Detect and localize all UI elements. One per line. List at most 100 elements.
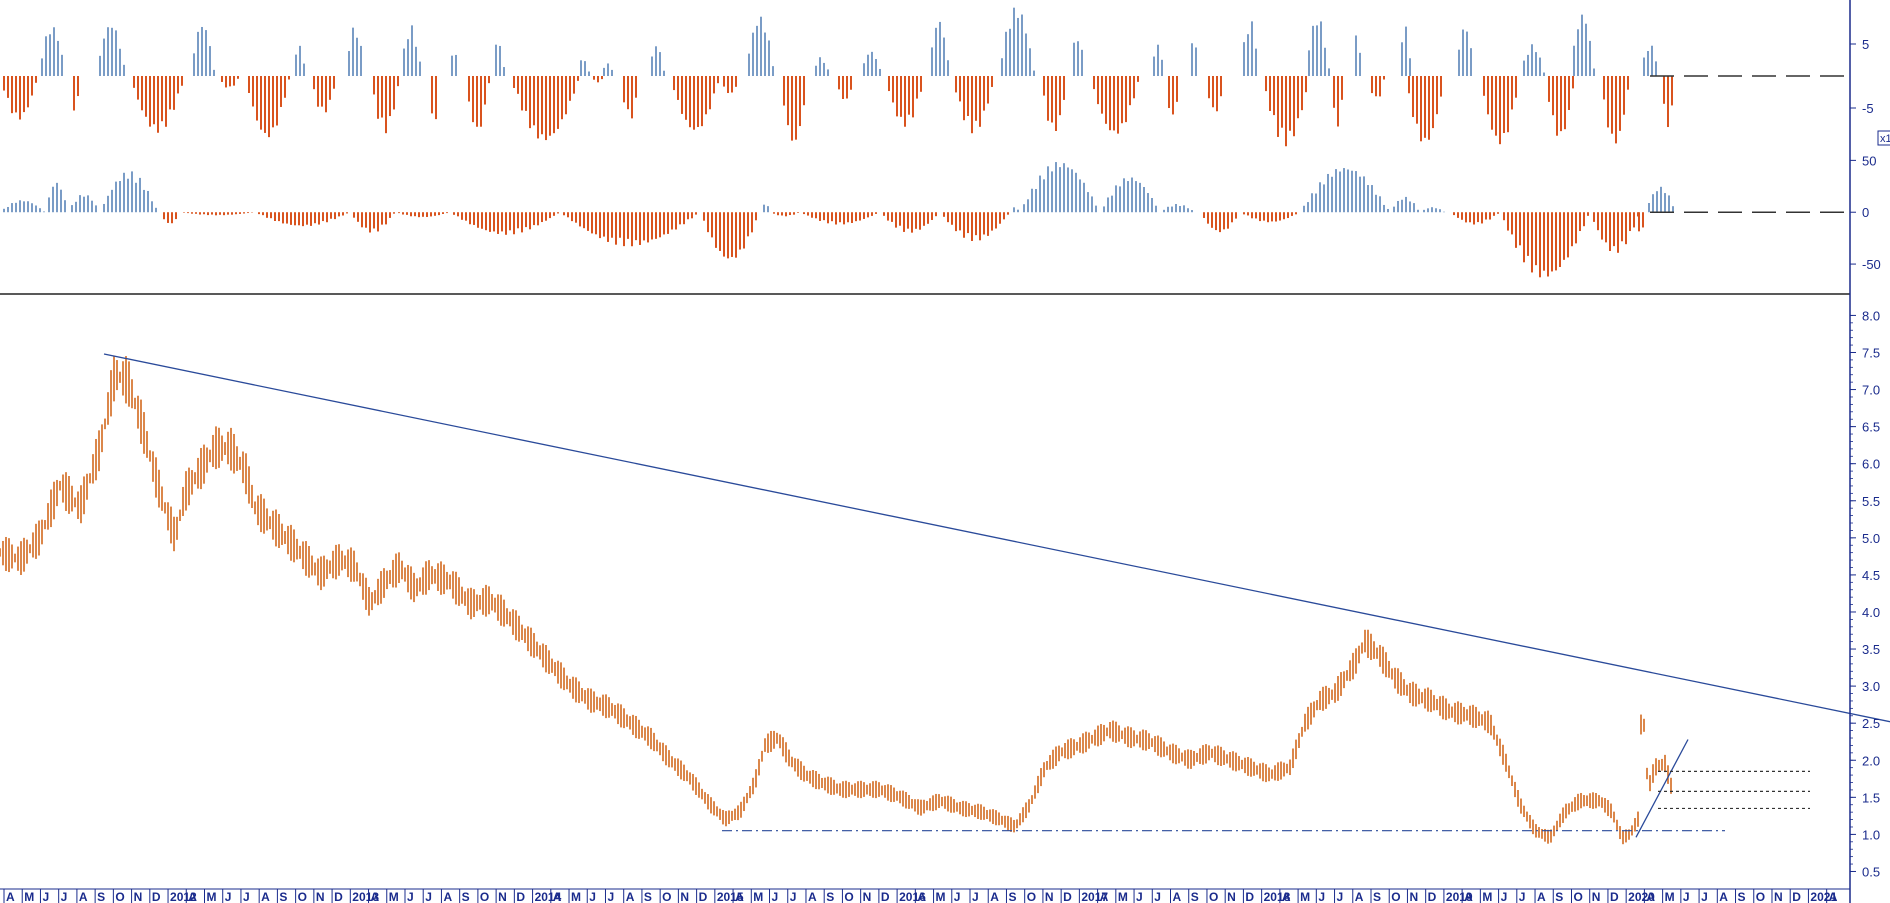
scale-badge: x10 <box>1877 130 1890 146</box>
price-tick-label-6: 5.0 <box>1862 531 1880 546</box>
x-tick-label-68: D <box>1245 890 1254 903</box>
x-tick-label-57: N <box>1045 890 1054 903</box>
x-tick-label-13: J <box>243 890 250 903</box>
x-tick-label-27: N <box>498 890 507 903</box>
x-tick-label-86: O <box>1573 890 1582 903</box>
price-tick-label-1: 7.5 <box>1862 345 1880 360</box>
x-tick-label-62: J <box>1136 890 1143 903</box>
x-tick-label-88: D <box>1610 890 1619 903</box>
x-tick-label-0: A <box>6 890 15 903</box>
x-tick-label-36: O <box>662 890 671 903</box>
x-tick-label-45: S <box>826 890 834 903</box>
scale-badge-label: x10 <box>1880 133 1890 145</box>
x-tick-label-38: D <box>699 890 708 903</box>
x-tick-label-50: A <box>917 890 926 903</box>
osc1-tick-label-1: -5 <box>1862 101 1874 116</box>
x-tick-label-40: A <box>735 890 744 903</box>
x-tick-label-76: O <box>1391 890 1400 903</box>
x-tick-label-77: N <box>1409 890 1418 903</box>
x-tick-label-49: 2016 <box>899 890 926 903</box>
price-tick-label-10: 3.0 <box>1862 679 1880 694</box>
x-tick-label-98: D <box>1792 890 1801 903</box>
osc2-tick-label-0: 50 <box>1862 153 1876 168</box>
x-tick-label-91: M <box>1665 890 1675 903</box>
x-tick-label-75: S <box>1373 890 1381 903</box>
x-tick-label-43: J <box>790 890 797 903</box>
x-tick-label-12: J <box>225 890 232 903</box>
price-tick-label-9: 3.5 <box>1862 642 1880 657</box>
x-tick-label-100: A <box>1829 890 1838 903</box>
price-tick-label-15: 0.5 <box>1862 864 1880 879</box>
x-tick-label-70: A <box>1282 890 1291 903</box>
x-tick-label-14: A <box>261 890 270 903</box>
x-tick-label-37: N <box>680 890 689 903</box>
x-tick-label-73: J <box>1337 890 1344 903</box>
x-tick-label-22: J <box>407 890 414 903</box>
x-tick-label-31: M <box>571 890 581 903</box>
x-tick-label-72: J <box>1318 890 1325 903</box>
osc1-tick-label-0: 5 <box>1862 37 1869 52</box>
x-tick-label-74: A <box>1355 890 1364 903</box>
x-tick-label-95: S <box>1738 890 1746 903</box>
x-tick-label-1: M <box>24 890 34 903</box>
x-tick-label-55: S <box>1008 890 1016 903</box>
x-tick-label-60: A <box>1100 890 1109 903</box>
x-tick-label-3: J <box>61 890 68 903</box>
price-tick-label-8: 4.0 <box>1862 605 1880 620</box>
x-tick-label-66: O <box>1209 890 1218 903</box>
price-tick-label-13: 1.5 <box>1862 790 1880 805</box>
x-tick-label-53: J <box>972 890 979 903</box>
trendline-0 <box>103 353 1890 723</box>
x-tick-label-84: A <box>1537 890 1546 903</box>
x-tick-label-2: J <box>42 890 49 903</box>
x-tick-label-71: M <box>1300 890 1310 903</box>
x-tick-label-7: N <box>134 890 143 903</box>
x-tick-label-42: J <box>772 890 779 903</box>
x-tick-label-20: A <box>371 890 380 903</box>
x-tick-label-69: 2018 <box>1264 890 1291 903</box>
price-tick-label-12: 2.0 <box>1862 753 1880 768</box>
x-tick-label-32: J <box>589 890 596 903</box>
x-tick-label-92: J <box>1683 890 1690 903</box>
x-tick-label-64: A <box>1173 890 1182 903</box>
x-tick-label-39: 2015 <box>717 890 744 903</box>
x-tick-label-61: M <box>1118 890 1128 903</box>
x-tick-label-21: M <box>389 890 399 903</box>
x-tick-label-67: N <box>1227 890 1236 903</box>
osc2-tick-label-2: -50 <box>1862 257 1881 272</box>
x-tick-label-15: S <box>279 890 287 903</box>
x-tick-label-17: N <box>316 890 325 903</box>
x-tick-label-63: J <box>1154 890 1161 903</box>
x-tick-label-94: A <box>1719 890 1728 903</box>
x-tick-label-46: O <box>844 890 853 903</box>
x-tick-label-56: O <box>1027 890 1036 903</box>
x-tick-label-54: A <box>990 890 999 903</box>
x-tick-label-6: O <box>115 890 124 903</box>
price-tick-label-7: 4.5 <box>1862 568 1880 583</box>
x-tick-label-10: A <box>188 890 197 903</box>
x-tick-label-35: S <box>644 890 652 903</box>
x-tick-label-48: D <box>881 890 890 903</box>
x-tick-label-83: J <box>1519 890 1526 903</box>
x-tick-label-28: D <box>516 890 525 903</box>
oscillator-2-panel <box>3 162 1850 278</box>
x-tick-label-58: D <box>1063 890 1072 903</box>
x-tick-label-97: N <box>1774 890 1783 903</box>
x-tick-label-26: O <box>480 890 489 903</box>
x-tick-label-90: A <box>1646 890 1655 903</box>
x-tick-label-24: A <box>443 890 452 903</box>
x-tick-label-79: 2019 <box>1446 890 1473 903</box>
x-tick-label-30: A <box>553 890 562 903</box>
x-tick-label-51: M <box>936 890 946 903</box>
price-tick-label-11: 2.5 <box>1862 716 1880 731</box>
trendline-1 <box>1635 739 1689 838</box>
x-tick-label-44: A <box>808 890 817 903</box>
x-tick-label-19: 2013 <box>352 890 379 903</box>
x-tick-label-52: J <box>954 890 961 903</box>
x-tick-label-33: J <box>607 890 614 903</box>
x-tick-label-25: S <box>462 890 470 903</box>
x-tick-label-8: D <box>152 890 161 903</box>
x-tick-label-96: O <box>1756 890 1765 903</box>
